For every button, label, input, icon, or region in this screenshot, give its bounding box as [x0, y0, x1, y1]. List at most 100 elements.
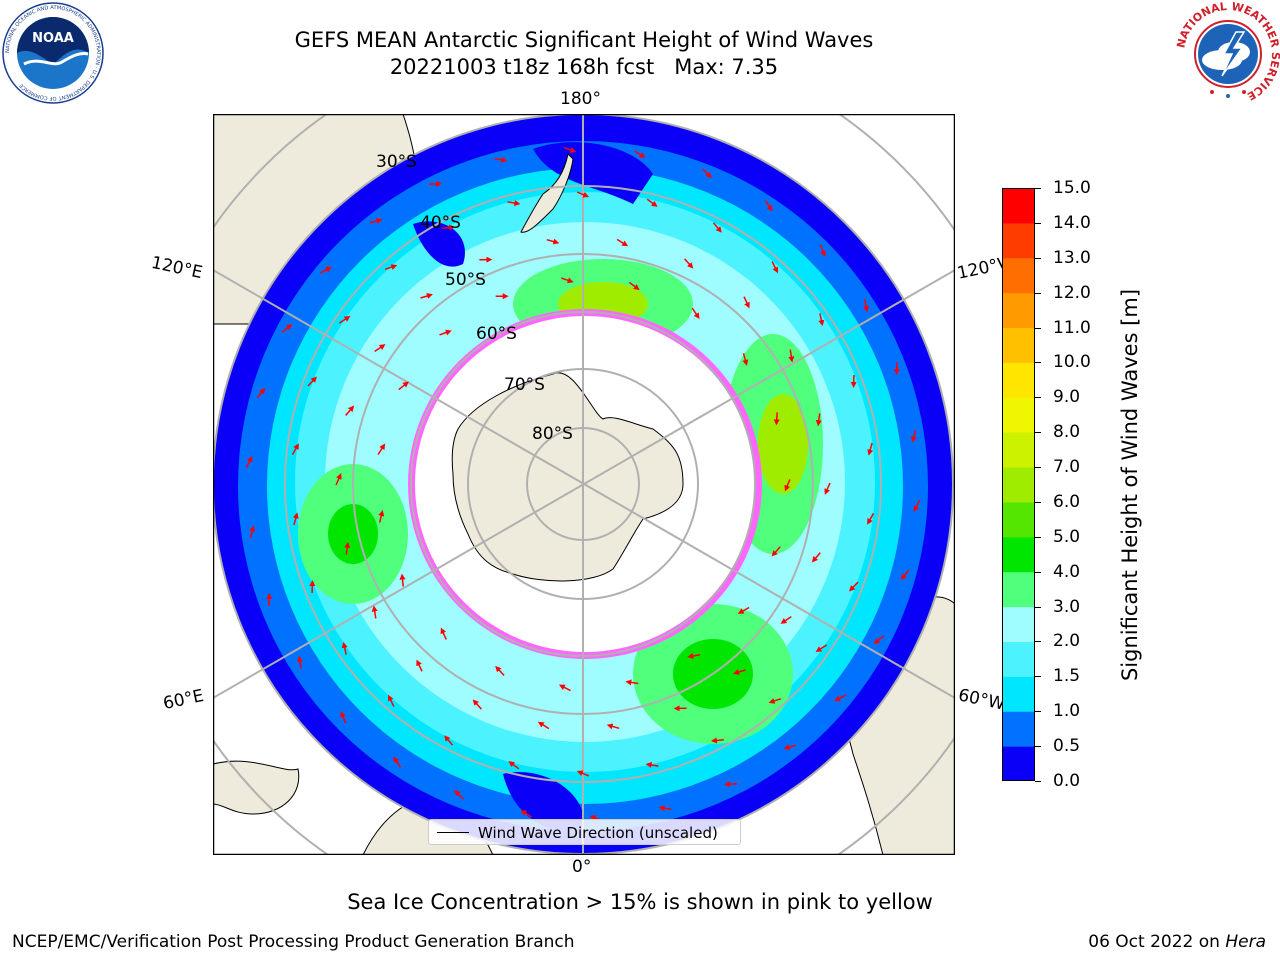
wave-arrow: [702, 168, 712, 179]
wave-arrow: [783, 744, 797, 750]
colorbar-tick-mark: [1035, 711, 1041, 713]
wave-arrow: [340, 711, 347, 724]
wave-arrow: [428, 180, 442, 187]
chart-subtitle: 20221003 t18z 168h fcst Max: 7.35: [389, 55, 779, 79]
colorbar-cell: [1002, 746, 1035, 781]
wave-arrow: [733, 669, 746, 675]
lat-label-30s: 30°S: [376, 152, 417, 172]
colorbar-tick-label: 0.5: [1053, 736, 1081, 757]
lat-label-60s: 60°S: [476, 324, 517, 344]
colorbar-tick-label: 7.0: [1053, 457, 1081, 478]
lon-label-180: 180°: [560, 89, 601, 109]
sea-ice-note: Sea Ice Concentration > 15% is shown in …: [347, 890, 933, 914]
noaa-logo-text: NOAA: [32, 31, 74, 46]
wave-arrow: [256, 387, 266, 399]
lat-label-40s: 40°S: [420, 213, 461, 233]
wave-arrow: [863, 299, 870, 313]
wave-arrow: [520, 810, 532, 818]
wave-arrow: [815, 644, 828, 653]
colorbar-tick-label: 11.0: [1053, 317, 1091, 338]
colorbar-tick-label: 10.0: [1053, 352, 1091, 373]
wave-arrow: [369, 218, 383, 224]
lon-label-60w: 60°W: [956, 685, 1007, 715]
lon-label-0: 0°: [572, 857, 592, 877]
wave-arrow: [628, 281, 640, 291]
land-new-zealand: [520, 152, 574, 233]
wave-arrow: [684, 258, 694, 269]
wave-arrow: [292, 512, 299, 526]
wave-arrow: [440, 627, 447, 640]
colorbar-tick-mark: [1035, 536, 1041, 538]
lat-label-50s: 50°S: [445, 270, 486, 290]
colorbar-cell: [1002, 676, 1035, 712]
colorbar-cell: [1002, 327, 1035, 363]
wave-arrow: [388, 694, 395, 707]
chart-title: GEFS MEAN Antarctic Significant Height o…: [294, 28, 874, 52]
colorbar-label: Significant Height of Wind Waves [m]: [1118, 288, 1142, 682]
colorbar-tick-mark: [1035, 292, 1041, 294]
colorbar-cell: [1002, 711, 1035, 747]
wave-arrow: [378, 509, 385, 523]
wave-arrow: [658, 805, 672, 812]
colorbar-tick-mark: [1035, 397, 1041, 399]
colorbar-cell: [1002, 606, 1035, 642]
wave-arrow: [867, 513, 875, 525]
legend-line-swatch: [437, 832, 469, 833]
wave-arrow: [576, 191, 590, 198]
wave-arrow: [737, 606, 750, 614]
wave-arrow: [558, 684, 571, 692]
wave-arrow: [824, 482, 831, 495]
colorbar-tick-mark: [1035, 257, 1041, 259]
wave-arrow: [645, 762, 659, 768]
colorbar-tick-mark: [1035, 676, 1041, 678]
wave-arrow: [724, 781, 738, 788]
wave-arrow: [416, 659, 423, 672]
wave-arrow: [784, 479, 791, 492]
footer-date-text: 06 Oct 2022 on: [1088, 932, 1220, 952]
wave-arrow: [335, 473, 342, 486]
colorbar-tick-mark: [1035, 781, 1041, 782]
wave-arrow: [710, 737, 724, 744]
wave-arrow: [296, 655, 303, 669]
wave-arrow: [399, 573, 406, 587]
wave-arrow: [788, 349, 795, 363]
colorbar-cell: [1002, 571, 1035, 608]
wave-arrow: [245, 456, 253, 468]
colorbar-tick-mark: [1035, 606, 1041, 608]
colorbar-tick-label: 0.0: [1053, 771, 1081, 791]
wave-arrow: [742, 353, 749, 366]
colorbar-tick-label: 1.5: [1053, 666, 1081, 687]
wave-arrow: [281, 323, 293, 333]
wave-arrow: [546, 238, 560, 245]
wave-arrow: [818, 313, 825, 327]
colorbar-cell: [1002, 362, 1035, 398]
colorbar-cell: [1002, 501, 1035, 538]
polar-map: [213, 114, 955, 855]
colorbar: [1002, 188, 1035, 781]
colorbar-tick-label: 6.0: [1053, 491, 1081, 512]
wave-arrow: [819, 244, 826, 257]
wave-arrow: [780, 615, 792, 624]
wave-arrow: [472, 699, 482, 710]
wave-arrow: [537, 721, 550, 730]
colorbar-tick-mark: [1035, 432, 1041, 434]
colorbar-cell: [1002, 397, 1035, 433]
wave-arrow: [616, 238, 629, 247]
colorbar-tick-label: 9.0: [1053, 387, 1081, 408]
wave-arrow: [494, 156, 508, 163]
colorbar-tick-mark: [1035, 746, 1041, 748]
colorbar-cell: [1002, 536, 1035, 573]
colorbar-cell: [1002, 188, 1035, 224]
wave-arrow: [913, 500, 921, 512]
colorbar-tick-label: 4.0: [1053, 561, 1081, 582]
wave-arrow: [344, 541, 351, 555]
footer-machine: Hera: [1225, 932, 1266, 952]
colorbar-tick-mark: [1035, 571, 1041, 573]
colorbar-tick-label: 8.0: [1053, 422, 1081, 443]
colorbar-tick-label: 1.0: [1053, 701, 1081, 722]
colorbar-tick-label: 3.0: [1053, 596, 1081, 617]
lat-label-80s: 80°S: [532, 424, 573, 444]
wave-arrow: [768, 697, 782, 704]
wave-arrow: [249, 525, 256, 539]
